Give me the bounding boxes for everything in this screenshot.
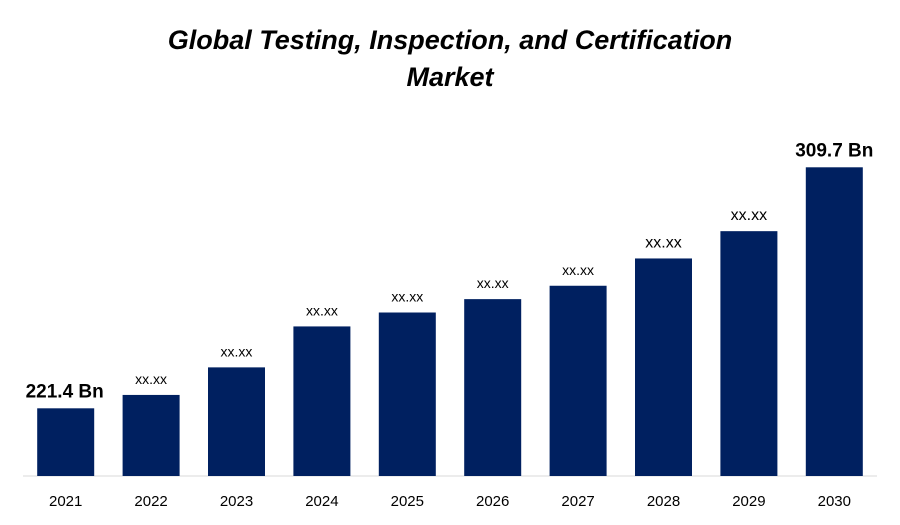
chart-title-line2: Market bbox=[406, 62, 494, 92]
bar-2024 bbox=[293, 326, 351, 476]
data-label-2028: xx.xx bbox=[645, 234, 681, 251]
bar-2023 bbox=[208, 367, 265, 476]
x-tick-2025: 2025 bbox=[391, 493, 424, 510]
data-label-2026: xx.xx bbox=[477, 275, 509, 291]
bar-2026 bbox=[464, 299, 522, 476]
data-label-2029: xx.xx bbox=[731, 207, 767, 224]
data-label-2024: xx.xx bbox=[306, 302, 338, 318]
bar-2022 bbox=[122, 394, 180, 476]
x-tick-2026: 2026 bbox=[476, 493, 509, 510]
x-tick-2028: 2028 bbox=[647, 493, 680, 510]
x-tick-2024: 2024 bbox=[305, 493, 338, 510]
x-tick-2030: 2030 bbox=[818, 493, 851, 510]
bar-2030 bbox=[805, 167, 863, 477]
data-label-2022: xx.xx bbox=[135, 371, 167, 387]
bar-2021 bbox=[37, 408, 95, 476]
chart-title: Global Testing, Inspection, and Certific… bbox=[0, 22, 900, 96]
bar-2029 bbox=[720, 231, 778, 476]
bar-2027 bbox=[549, 285, 607, 476]
chart-title-line1: Global Testing, Inspection, and Certific… bbox=[167, 25, 733, 55]
x-tick-2029: 2029 bbox=[732, 493, 765, 510]
data-label-2025: xx.xx bbox=[391, 289, 423, 305]
data-label-2030: 309.7 Bn bbox=[795, 140, 873, 161]
x-tick-2022: 2022 bbox=[134, 493, 167, 510]
data-label-2021: 221.4 Bn bbox=[26, 381, 104, 402]
data-label-2023: xx.xx bbox=[221, 343, 253, 359]
x-tick-2023: 2023 bbox=[220, 493, 253, 510]
bar-2025 bbox=[378, 312, 436, 476]
bar-2028 bbox=[635, 258, 692, 476]
x-tick-2021: 2021 bbox=[49, 493, 82, 510]
data-label-2027: xx.xx bbox=[562, 262, 594, 278]
x-tick-2027: 2027 bbox=[561, 493, 594, 510]
